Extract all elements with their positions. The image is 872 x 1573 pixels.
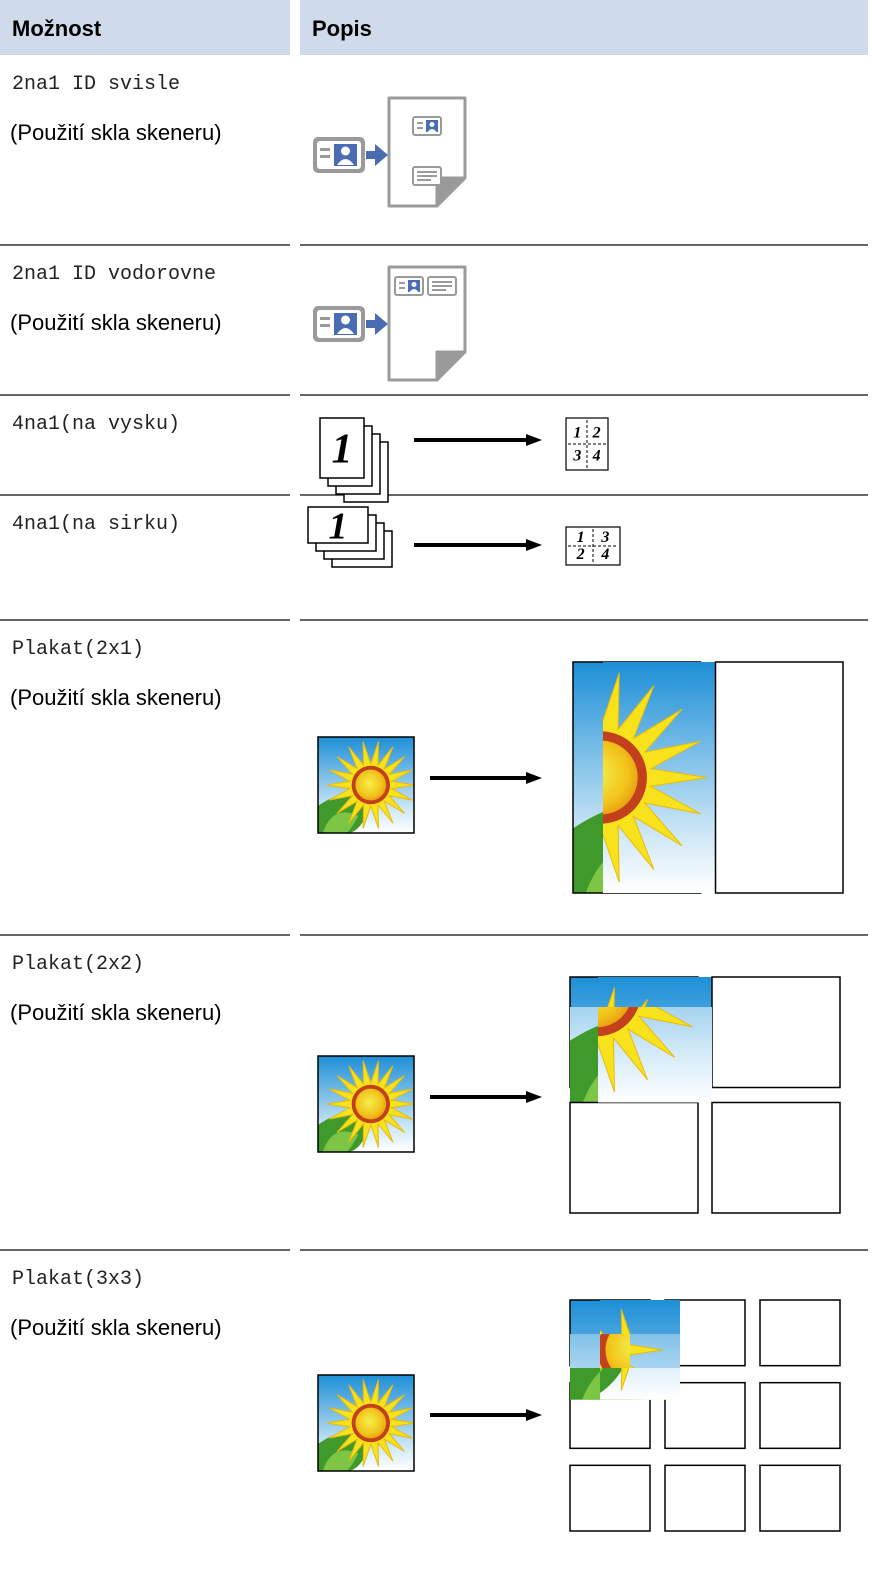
option-name: Plakat(2x2): [12, 953, 144, 976]
petals: [630, 1334, 663, 1400]
page-stack: [319, 417, 365, 479]
option-name: Plakat(3x3): [12, 1268, 144, 1291]
option-name: 2na1 ID vodorovne: [12, 263, 216, 286]
leaves: [440, 1370, 572, 1448]
tile-border: [664, 1464, 746, 1532]
arrow: [366, 313, 388, 335]
fold: [437, 352, 465, 380]
leaves: [440, 1322, 572, 1400]
mini-card: [412, 116, 442, 136]
leaves: [469, 1151, 564, 1198]
option-note: (Použití skla skeneru): [10, 310, 222, 335]
leaves: [456, 1111, 597, 1198]
flower-core: [355, 1407, 387, 1439]
option-name: 2na1 ID svisle: [12, 73, 180, 96]
leaves: [517, 1455, 606, 1497]
leaves: [440, 1419, 572, 1497]
flower-core: [355, 1088, 387, 1120]
option-note: (Použití skla skeneru): [10, 1315, 222, 1340]
tile: [318, 1375, 414, 1471]
page-number: 1: [577, 529, 585, 546]
id-card: [313, 306, 365, 342]
tile-border: [664, 1381, 746, 1450]
leaves: [583, 1151, 678, 1198]
flower-core: [603, 740, 638, 815]
page-number: 2: [576, 546, 585, 563]
tile: [318, 1056, 414, 1152]
tile-border: [711, 976, 841, 1089]
page-number: 3: [600, 529, 609, 546]
tile-border: [711, 1101, 841, 1214]
leaves: [570, 1419, 702, 1497]
header-label: Možnost: [12, 16, 102, 41]
page-number: 1: [332, 427, 353, 473]
leaves: [322, 812, 359, 833]
page-number: 1: [573, 424, 581, 441]
tile: [600, 1334, 680, 1400]
header-label: Popis: [312, 16, 372, 41]
mini-card: [394, 276, 424, 296]
id-card: [313, 137, 365, 173]
page-number: 4: [592, 448, 601, 465]
arrow-head: [526, 1091, 542, 1103]
tile-border: [759, 1381, 841, 1450]
leaves: [582, 1455, 671, 1497]
page-stack: [307, 506, 369, 544]
option-note: (Použití skla skeneru): [10, 120, 222, 145]
flower-core: [598, 1007, 629, 1028]
page-number: 1: [329, 505, 348, 547]
arrow-head: [526, 772, 542, 784]
mini-doc: [427, 276, 457, 296]
arrow-head: [526, 539, 542, 551]
leaves: [505, 1419, 637, 1497]
header-cell: [300, 0, 868, 55]
arrow: [366, 144, 388, 166]
tile: [598, 1007, 712, 1103]
tile: [440, 1322, 680, 1400]
leaves: [473, 844, 567, 894]
sky: [630, 1368, 680, 1400]
tile-border: [569, 1464, 651, 1532]
fold: [437, 178, 465, 206]
tile: [473, 662, 716, 894]
leaves: [570, 1111, 711, 1198]
tile-border: [714, 661, 844, 894]
option-name: Plakat(2x1): [12, 638, 144, 661]
page-number: 3: [572, 448, 581, 465]
mini-doc: [412, 166, 442, 186]
leaves: [582, 1406, 671, 1448]
tile-border: [317, 1374, 415, 1472]
flower-core: [355, 769, 387, 801]
leaves: [600, 1368, 624, 1393]
option-name: 4na1(na sirku): [12, 513, 180, 536]
option-note: (Použití skla skeneru): [10, 685, 222, 710]
arrow-head: [526, 434, 542, 446]
tile: [318, 737, 414, 833]
page-icon: [387, 96, 467, 208]
leaves: [452, 1455, 541, 1497]
leaves: [600, 1368, 604, 1373]
leaves: [452, 1357, 541, 1399]
tile-border: [759, 1299, 841, 1367]
header-cell: [0, 0, 290, 55]
leaves: [322, 1131, 359, 1152]
tile-border: [317, 736, 415, 834]
tile-border: [759, 1464, 841, 1532]
option-note: (Použití skla skeneru): [10, 1000, 222, 1025]
tile: [440, 1334, 680, 1448]
page-number: 2: [592, 424, 601, 441]
page-number: 4: [600, 546, 609, 563]
leaves: [322, 1450, 359, 1471]
tile-border: [569, 1101, 699, 1214]
petals: [603, 672, 708, 883]
option-name: 4na1(na vysku): [12, 413, 180, 436]
tile-border: [317, 1055, 415, 1153]
arrow-head: [526, 1409, 542, 1421]
